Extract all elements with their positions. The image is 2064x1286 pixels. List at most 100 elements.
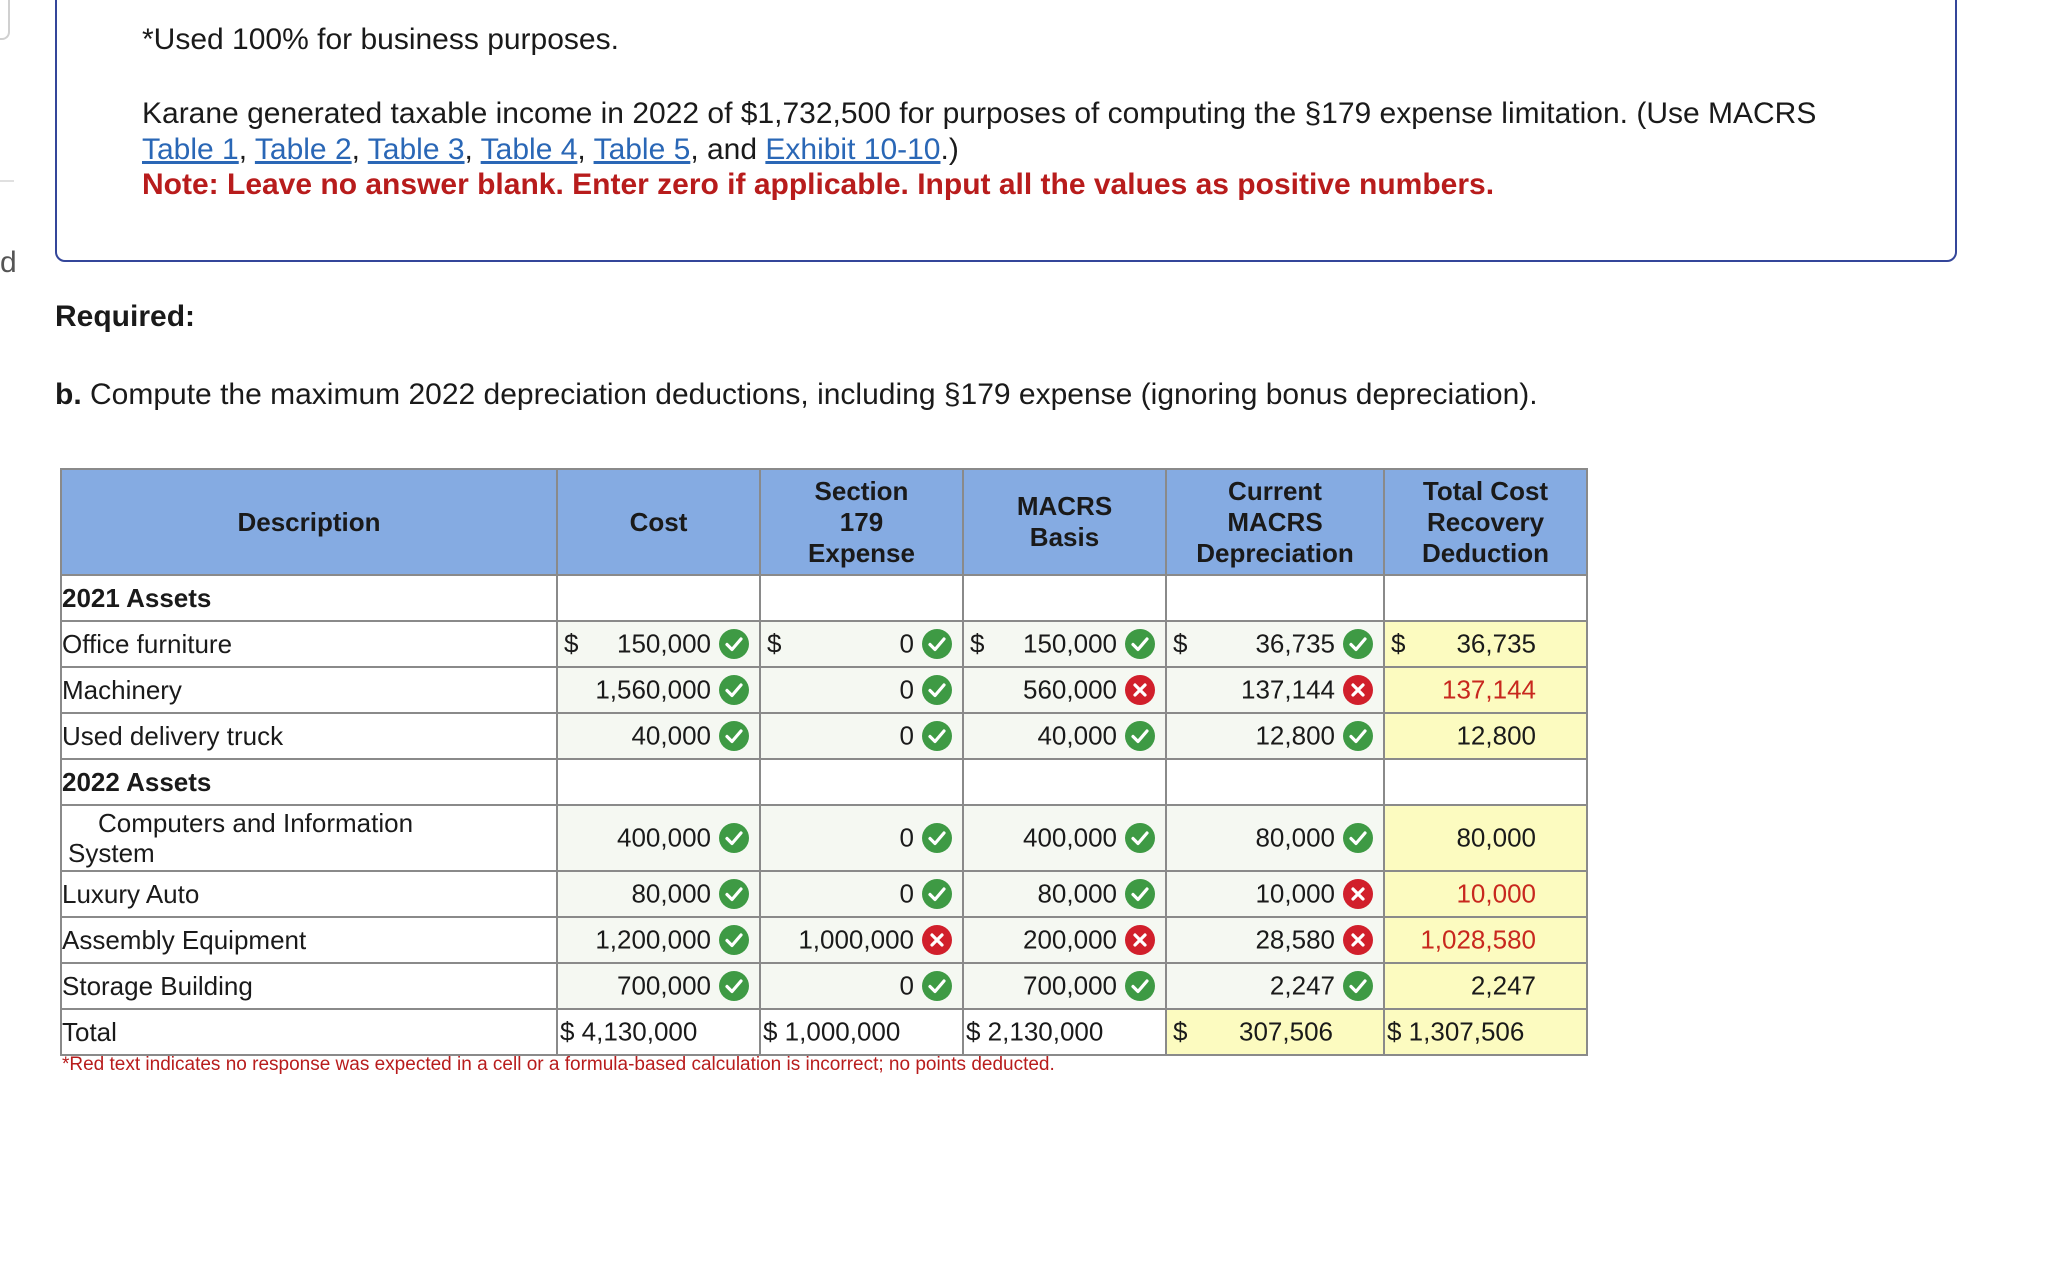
s179-input[interactable]: 0 — [759, 804, 964, 872]
check-circle-icon — [922, 823, 952, 853]
cost-value: 400,000 — [617, 822, 711, 853]
depreciation-value: 36,735 — [1255, 628, 1335, 659]
header-total-cost-recovery: Total Cost Recovery Deduction — [1383, 468, 1588, 576]
cost-input[interactable]: 1,200,000 — [556, 916, 761, 964]
x-circle-icon — [1343, 879, 1373, 909]
depreciation-value: 2,247 — [1269, 970, 1335, 1001]
basis-input[interactable]: 400,000 — [962, 804, 1167, 872]
total-depreciation: $307,506 — [1165, 1008, 1385, 1056]
s179-input[interactable]: 1,000,000 — [759, 916, 964, 964]
depreciation-value: 80,000 — [1255, 822, 1335, 853]
table-row: Office furniture $150,000 $0 $150,000 $36,73… — [60, 620, 1588, 668]
depreciation-table: Description Cost Section 179 Expense MAC… — [60, 468, 1588, 1056]
basis-value: 700,000 — [1023, 970, 1117, 1001]
header-section-179: Section 179 Expense — [759, 468, 964, 576]
s179-value: 0 — [899, 720, 914, 751]
table-row: Storage Building 700,000 0 700,000 2,247 2,24… — [60, 962, 1588, 1010]
s179-input[interactable]: 0 — [759, 870, 964, 918]
check-circle-icon — [922, 675, 952, 705]
total-s179: $ 1,000,000 — [759, 1008, 964, 1056]
link-table-5[interactable]: Table 5 — [593, 133, 691, 166]
link-table-2[interactable]: Table 2 — [254, 133, 352, 166]
check-circle-icon — [719, 675, 749, 705]
instruction-note: Note: Leave no answer blank. Enter zero … — [142, 168, 1495, 201]
check-circle-icon — [922, 971, 952, 1001]
link-table-1[interactable]: Table 1 — [142, 133, 239, 166]
left-edge-fragment — [0, 0, 10, 40]
link-exhibit-10-10[interactable]: Exhibit 10-10 — [765, 133, 941, 166]
check-circle-icon — [719, 629, 749, 659]
section-row-2021: 2021 Assets — [60, 574, 1588, 622]
total-recovery-cell: $36,735 — [1383, 620, 1588, 668]
basis-value: 40,000 — [1037, 720, 1117, 751]
cost-input[interactable]: 700,000 — [556, 962, 761, 1010]
depreciation-input[interactable]: $36,735 — [1165, 620, 1385, 668]
depreciation-value: 10,000 — [1255, 878, 1335, 909]
problem-paragraph: Karane generated taxable income in 2022 … — [142, 97, 1817, 166]
depreciation-input[interactable]: 137,144 — [1165, 666, 1385, 714]
s179-input[interactable]: 0 — [759, 666, 964, 714]
problem-box — [55, 0, 1957, 262]
check-circle-icon — [922, 721, 952, 751]
depreciation-value: 12,800 — [1255, 720, 1335, 751]
basis-input[interactable]: $150,000 — [962, 620, 1167, 668]
link-table-4[interactable]: Table 4 — [480, 133, 578, 166]
row-description: Computers and Information System — [60, 804, 558, 872]
required-heading: Required: — [55, 300, 196, 333]
check-circle-icon — [1343, 721, 1373, 751]
link-table-3[interactable]: Table 3 — [367, 133, 465, 166]
cost-input[interactable]: 1,560,000 — [556, 666, 761, 714]
question-letter: b. — [55, 378, 82, 411]
basis-value: 80,000 — [1037, 878, 1117, 909]
s179-input[interactable]: $0 — [759, 620, 964, 668]
total-cost: $ 4,130,000 — [556, 1008, 761, 1056]
row-description: Office furniture — [60, 620, 558, 668]
cost-input[interactable]: 80,000 — [556, 870, 761, 918]
total-row: Total $ 4,130,000 $ 1,000,000 $ 2,130,00… — [60, 1008, 1588, 1056]
total-label: Total — [60, 1008, 558, 1056]
row-description: Assembly Equipment — [60, 916, 558, 964]
cost-input[interactable]: $150,000 — [556, 620, 761, 668]
header-description: Description — [60, 468, 558, 576]
x-circle-icon — [1343, 925, 1373, 955]
basis-value: 200,000 — [1023, 924, 1117, 955]
s179-input[interactable]: 0 — [759, 962, 964, 1010]
depreciation-input[interactable]: 2,247 — [1165, 962, 1385, 1010]
table-row: Assembly Equipment 1,200,000 1,000,000 200,… — [60, 916, 1588, 964]
row-description: Machinery — [60, 666, 558, 714]
s179-value: 0 — [899, 878, 914, 909]
table-row: Luxury Auto 80,000 0 80,000 10,000 10,000 — [60, 870, 1588, 918]
table-row: Machinery 1,560,000 0 560,000 137,144 137,144 — [60, 666, 1588, 714]
basis-input[interactable]: 700,000 — [962, 962, 1167, 1010]
left-edge-divider — [0, 180, 14, 182]
header-current-macrs-dep: Current MACRS Depreciation — [1165, 468, 1385, 576]
check-circle-icon — [1125, 879, 1155, 909]
basis-input[interactable]: 200,000 — [962, 916, 1167, 964]
basis-input[interactable]: 80,000 — [962, 870, 1167, 918]
s179-value: 0 — [899, 970, 914, 1001]
basis-input[interactable]: 40,000 — [962, 712, 1167, 760]
basis-input[interactable]: 560,000 — [962, 666, 1167, 714]
left-edge-letter: d — [0, 246, 17, 279]
depreciation-input[interactable]: 12,800 — [1165, 712, 1385, 760]
depreciation-input[interactable]: 28,580 — [1165, 916, 1385, 964]
basis-value: 560,000 — [1023, 674, 1117, 705]
check-circle-icon — [1343, 823, 1373, 853]
total-recovery-cell: 137,144 — [1383, 666, 1588, 714]
check-circle-icon — [1343, 971, 1373, 1001]
check-circle-icon — [719, 823, 749, 853]
depreciation-input[interactable]: 80,000 — [1165, 804, 1385, 872]
cost-input[interactable]: 400,000 — [556, 804, 761, 872]
cost-value: 1,560,000 — [595, 674, 711, 705]
s179-input[interactable]: 0 — [759, 712, 964, 760]
cost-input[interactable]: 40,000 — [556, 712, 761, 760]
basis-value: 400,000 — [1023, 822, 1117, 853]
x-circle-icon — [922, 925, 952, 955]
check-circle-icon — [719, 925, 749, 955]
cost-value: 40,000 — [631, 720, 711, 751]
check-circle-icon — [719, 971, 749, 1001]
header-cost: Cost — [556, 468, 761, 576]
x-circle-icon — [1125, 675, 1155, 705]
depreciation-input[interactable]: 10,000 — [1165, 870, 1385, 918]
check-circle-icon — [1343, 629, 1373, 659]
